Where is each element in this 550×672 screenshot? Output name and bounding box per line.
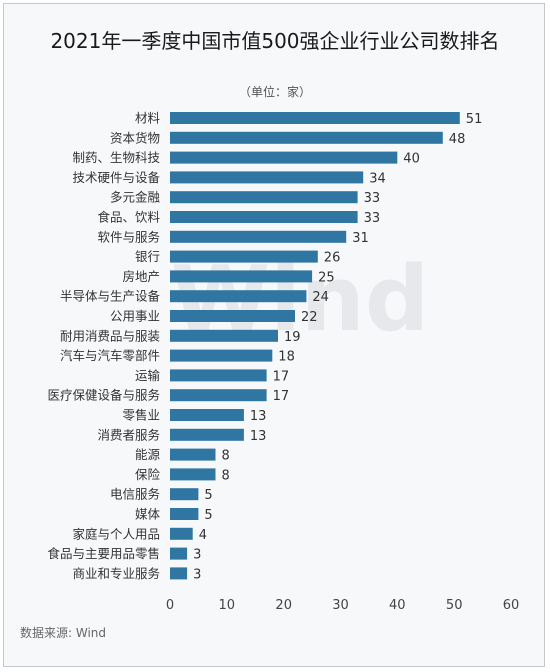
category-label: 消费者服务 — [97, 427, 160, 442]
category-label: 能源 — [135, 447, 161, 462]
value-label: 24 — [312, 290, 329, 305]
category-label: 技术硬件与设备 — [72, 170, 160, 185]
bar-21 — [170, 508, 199, 520]
value-label: 34 — [369, 171, 386, 186]
bar-10 — [170, 290, 307, 303]
bar-22 — [170, 527, 193, 540]
bar-23 — [170, 547, 188, 560]
value-label: 8 — [222, 468, 230, 483]
bar-18 — [170, 448, 216, 461]
x-tick-label: 0 — [166, 598, 174, 613]
category-label: 银行 — [135, 249, 160, 264]
chart-unit-label: （单位：家） — [239, 84, 311, 99]
value-label: 25 — [318, 270, 335, 285]
bar-19 — [170, 468, 216, 481]
value-label: 13 — [250, 409, 267, 424]
value-label: 31 — [352, 231, 369, 246]
value-label: 17 — [273, 369, 290, 384]
bar-24 — [170, 567, 188, 580]
value-label: 13 — [250, 429, 267, 444]
bar-4 — [170, 171, 364, 184]
category-label: 食品与主要用品零售 — [47, 546, 160, 561]
chart-title: 2021年一季度中国市值500强企业行业公司数排名 — [50, 29, 499, 53]
category-label: 零售业 — [122, 408, 160, 423]
category-label: 多元金融 — [110, 190, 161, 205]
category-label: 公用事业 — [110, 309, 160, 324]
value-label: 26 — [324, 251, 341, 266]
category-label: 软件与服务 — [97, 229, 160, 244]
value-label: 5 — [204, 508, 212, 523]
value-label: 17 — [273, 389, 290, 404]
bar-9 — [170, 270, 313, 283]
category-label: 运输 — [135, 368, 161, 383]
category-label: 医疗保健设备与服务 — [47, 388, 160, 403]
data-source: 数据来源: Wind — [20, 625, 106, 640]
bar-1 — [170, 112, 460, 124]
x-tick-label: 60 — [503, 598, 520, 613]
bar-7 — [170, 230, 347, 243]
x-tick-label: 30 — [332, 598, 349, 613]
category-label: 商业和专业服务 — [72, 566, 160, 581]
bar-3 — [170, 151, 398, 164]
category-label: 制药、生物科技 — [72, 150, 160, 165]
x-tick-label: 20 — [275, 598, 292, 613]
bar-13 — [170, 349, 273, 362]
value-label: 40 — [403, 152, 420, 167]
bar-17 — [170, 428, 244, 441]
bar-2 — [170, 131, 443, 144]
category-label: 汽车与汽车零部件 — [60, 348, 160, 363]
value-label: 4 — [199, 528, 207, 543]
x-tick-label: 10 — [219, 598, 236, 613]
category-label: 房地产 — [122, 269, 160, 284]
value-label: 8 — [222, 449, 230, 464]
value-labels: 5148403433333126252422191817171313885543… — [193, 112, 482, 582]
bar-8 — [170, 250, 318, 263]
category-label: 半导体与生产设备 — [60, 289, 161, 304]
category-label: 食品、饮料 — [97, 210, 160, 225]
value-label: 5 — [204, 488, 212, 503]
category-label: 家庭与个人用品 — [72, 526, 160, 541]
x-tick-label: 50 — [446, 598, 463, 613]
bar-11 — [170, 310, 295, 322]
value-label: 33 — [364, 211, 381, 226]
category-labels: 材料资本货物制药、生物科技技术硬件与设备多元金融食品、饮料软件与服务银行房地产半… — [47, 111, 160, 581]
value-label: 48 — [449, 132, 466, 147]
bar-5 — [170, 191, 358, 204]
category-label: 材料 — [135, 111, 161, 126]
x-axis-ticks: 0 10 20 30 40 50 60 — [166, 598, 519, 613]
bar-16 — [170, 409, 244, 421]
bar-20 — [170, 488, 199, 501]
value-label: 33 — [364, 191, 381, 206]
bar-12 — [170, 329, 278, 342]
x-tick-label: 40 — [389, 598, 406, 613]
category-label: 保险 — [135, 467, 161, 482]
bar-6 — [170, 211, 358, 223]
value-label: 3 — [193, 548, 201, 563]
value-label: 3 — [193, 567, 201, 582]
value-label: 22 — [301, 310, 318, 325]
value-label: 19 — [284, 330, 301, 345]
value-label: 51 — [466, 112, 483, 127]
bar-15 — [170, 389, 267, 402]
category-label: 电信服务 — [110, 487, 160, 502]
value-label: 18 — [278, 350, 295, 365]
category-label: 耐用消费品与服装 — [60, 328, 160, 343]
bars-group — [170, 112, 460, 580]
category-label: 资本货物 — [110, 130, 160, 145]
category-label: 媒体 — [135, 507, 161, 522]
bar-14 — [170, 369, 267, 382]
